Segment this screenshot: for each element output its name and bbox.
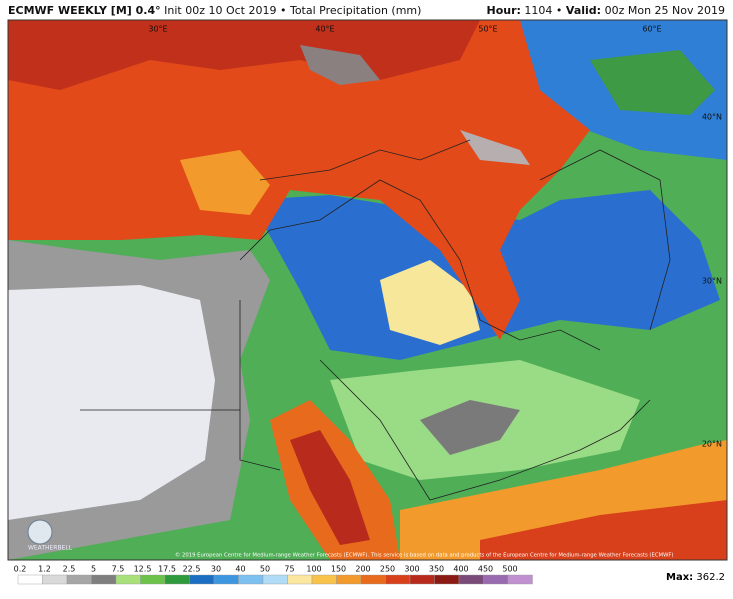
legend-swatch	[91, 574, 117, 585]
legend-swatch	[458, 574, 484, 585]
legend-swatch	[238, 574, 264, 585]
legend-label: 500	[502, 565, 517, 574]
legend-label: 100	[306, 565, 321, 574]
legend-label: 75	[284, 565, 294, 574]
legend-label: 300	[404, 565, 419, 574]
logo: WEATHERBELL	[28, 545, 73, 552]
orange-patch	[180, 150, 270, 215]
legend-swatch	[213, 574, 239, 585]
header: ECMWF WEEKLY [M] 0.4° Init 00z 10 Oct 20…	[8, 4, 421, 17]
max-value: 362.2	[696, 572, 725, 583]
max-label: Max:	[666, 572, 693, 583]
legend-swatch	[507, 574, 533, 585]
legend-label: 250	[380, 565, 395, 574]
header-right: Hour: 1104 • Valid: 00z Mon 25 Nov 2019	[487, 4, 726, 17]
gray-mountain	[300, 45, 380, 85]
lat-label: 40°N	[702, 113, 722, 122]
field: Total Precipitation (mm)	[289, 4, 421, 17]
legend-swatch	[360, 574, 386, 585]
legend-label: 150	[331, 565, 346, 574]
legend-swatch	[42, 574, 68, 585]
yellow-patch	[380, 260, 480, 345]
legend-swatch	[115, 574, 141, 585]
legend: 0.2 1.2 2.5 5 7.5 12.5 17.5 22.5 30 40 50 75 100 150 2…	[14, 565, 533, 585]
legend-swatch	[17, 574, 43, 585]
legend-swatch	[164, 574, 190, 585]
red-sea-core	[290, 430, 370, 545]
map-frame	[7, 19, 728, 561]
legend-swatch	[336, 574, 362, 585]
model: ECMWF WEEKLY [M] 0.4°	[8, 4, 161, 17]
legend-swatch	[385, 574, 411, 585]
lon-label: 60°E	[642, 25, 661, 34]
max: Max: 362.2	[666, 572, 725, 583]
legend-label: 5	[91, 565, 96, 574]
legend-label: 12.5	[134, 565, 152, 574]
red-north	[8, 20, 590, 340]
valid-label: Valid:	[566, 4, 601, 17]
legend-swatch	[189, 574, 215, 585]
legend-label: 450	[478, 565, 493, 574]
hour: 1104	[524, 4, 552, 17]
legend-label: 350	[429, 565, 444, 574]
copyright: © 2019 European Centre for Medium-range …	[175, 552, 673, 559]
legend-label: 30	[211, 565, 221, 574]
lon-label: 50°E	[478, 25, 497, 34]
legend-swatch	[409, 574, 435, 585]
legend-swatch	[483, 574, 509, 585]
legend-swatch	[140, 574, 166, 585]
hour-label: Hour:	[487, 4, 521, 17]
legend-swatch	[287, 574, 313, 585]
valid: 00z Mon 25 Nov 2019	[605, 4, 725, 17]
legend-label: 1.2	[38, 565, 51, 574]
separator: •	[556, 4, 563, 17]
lat-label: 30°N	[702, 277, 722, 286]
lat-label: 20°N	[702, 440, 722, 449]
map	[8, 20, 727, 560]
legend-label: 7.5	[112, 565, 125, 574]
legend-label: 17.5	[158, 565, 176, 574]
gray-mountain	[460, 130, 530, 165]
gray-patch	[420, 400, 520, 455]
legend-label: 400	[453, 565, 468, 574]
legend-swatch	[66, 574, 92, 585]
white-region	[8, 285, 215, 520]
logo-icon	[27, 519, 53, 545]
lon-label: 30°E	[148, 25, 167, 34]
green-north	[590, 50, 715, 115]
legend-label: 200	[355, 565, 370, 574]
legend-swatch	[434, 574, 460, 585]
lon-label: 40°E	[315, 25, 334, 34]
legend-label: 40	[235, 565, 245, 574]
legend-label: 0.2	[14, 565, 27, 574]
legend-label: 2.5	[63, 565, 76, 574]
separator: •	[280, 4, 287, 17]
init: Init 00z 10 Oct 2019	[164, 4, 276, 17]
legend-label: 50	[260, 565, 270, 574]
legend-swatch	[311, 574, 337, 585]
borders	[80, 139, 671, 501]
legend-swatch	[262, 574, 288, 585]
red-south	[480, 500, 727, 560]
legend-label: 22.5	[183, 565, 201, 574]
